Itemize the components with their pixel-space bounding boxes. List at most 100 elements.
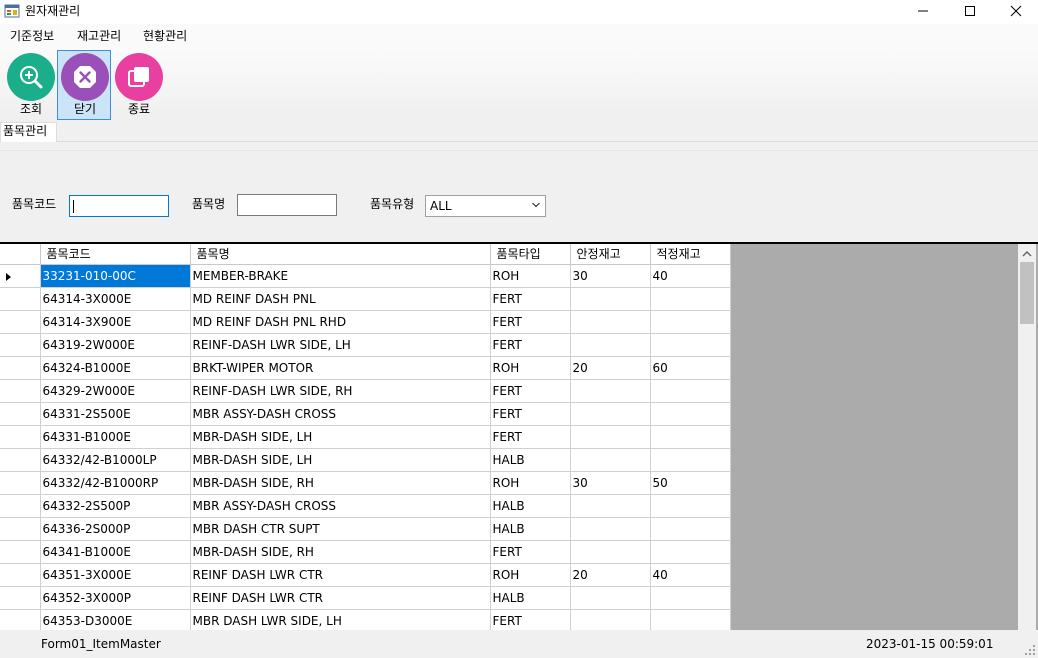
cell-item-code[interactable]: 64314-3X900E — [40, 310, 191, 334]
vertical-scrollbar[interactable] — [1018, 244, 1036, 630]
cell-item-type[interactable]: ROH — [490, 563, 571, 587]
item-name-input[interactable] — [237, 194, 337, 216]
row-header[interactable] — [0, 517, 41, 541]
row-header[interactable] — [0, 586, 41, 610]
cell-item-name[interactable]: MBR-DASH SIDE, RH — [190, 471, 491, 495]
cell-item-code[interactable]: 64329-2W000E — [40, 379, 191, 403]
cell-item-type[interactable]: ROH — [490, 264, 571, 288]
cell-item-type[interactable]: FERT — [490, 379, 571, 403]
item-code-input[interactable] — [69, 195, 169, 217]
item-type-select[interactable]: ALL — [425, 195, 546, 217]
cell-item-name[interactable]: BRKT-WIPER MOTOR — [190, 356, 491, 380]
table-row[interactable]: 64314-3X000E MD REINF DASH PNL FERT — [0, 287, 731, 311]
row-header[interactable] — [0, 609, 41, 630]
cell-item-type[interactable]: HALB — [490, 494, 571, 518]
cell-item-type[interactable]: FERT — [490, 287, 571, 311]
table-row[interactable]: 64353-D3000E MBR DASH LWR SIDE, LH FERT — [0, 609, 731, 630]
cell-optimal-stock[interactable]: 40 — [650, 264, 731, 288]
cell-item-type[interactable]: ROH — [490, 356, 571, 380]
cell-item-name[interactable]: MEMBER-BRAKE — [190, 264, 491, 288]
cell-optimal-stock[interactable] — [650, 540, 731, 564]
cell-safety-stock[interactable] — [570, 448, 651, 472]
cell-item-name[interactable]: MBR-DASH SIDE, RH — [190, 540, 491, 564]
cell-optimal-stock[interactable]: 60 — [650, 356, 731, 380]
tab-item-management[interactable]: 품목관리 — [0, 122, 57, 142]
cell-item-name[interactable]: REINF DASH LWR CTR — [190, 586, 491, 610]
row-header[interactable] — [0, 494, 41, 518]
row-header[interactable] — [0, 264, 41, 288]
cell-optimal-stock[interactable] — [650, 425, 731, 449]
cell-item-code[interactable]: 64314-3X000E — [40, 287, 191, 311]
table-row[interactable]: 64352-3X000P REINF DASH LWR CTR HALB — [0, 586, 731, 610]
cell-safety-stock[interactable] — [570, 287, 651, 311]
cell-item-type[interactable]: FERT — [490, 310, 571, 334]
cell-item-type[interactable]: ROH — [490, 471, 571, 495]
cell-item-type[interactable]: HALB — [490, 517, 571, 541]
search-button[interactable]: 조회 — [3, 50, 57, 120]
cell-optimal-stock[interactable] — [650, 287, 731, 311]
cell-item-type[interactable]: HALB — [490, 448, 571, 472]
cell-optimal-stock[interactable] — [650, 379, 731, 403]
cell-optimal-stock[interactable] — [650, 333, 731, 357]
cell-item-name[interactable]: MBR-DASH SIDE, LH — [190, 425, 491, 449]
cell-item-code[interactable]: 64353-D3000E — [40, 609, 191, 630]
menu-master-data[interactable]: 기준정보 — [10, 29, 55, 43]
cell-item-code[interactable]: 64331-2S500E — [40, 402, 191, 426]
exit-button[interactable]: 종료 — [111, 50, 165, 120]
menu-status[interactable]: 현황관리 — [143, 29, 188, 43]
table-row[interactable]: 64329-2W000E REINF-DASH LWR SIDE, RH FERT — [0, 379, 731, 403]
cell-safety-stock[interactable] — [570, 540, 651, 564]
table-row[interactable]: 33231-010-00C MEMBER-BRAKE ROH 30 40 — [0, 264, 731, 288]
cell-item-type[interactable]: FERT — [490, 540, 571, 564]
cell-optimal-stock[interactable]: 40 — [650, 563, 731, 587]
cell-optimal-stock[interactable] — [650, 517, 731, 541]
cell-safety-stock[interactable] — [570, 494, 651, 518]
row-header[interactable] — [0, 333, 41, 357]
table-row[interactable]: 64332/42-B1000LP MBR-DASH SIDE, LH HALB — [0, 448, 731, 472]
row-header[interactable] — [0, 448, 41, 472]
cell-item-code[interactable]: 64319-2W000E — [40, 333, 191, 357]
cell-item-code[interactable]: 64332-2S500P — [40, 494, 191, 518]
col-header-optimal-stock[interactable]: 적정재고 — [650, 244, 731, 265]
cell-optimal-stock[interactable] — [650, 586, 731, 610]
cell-item-code[interactable]: 64324-B1000E — [40, 356, 191, 380]
cell-item-name[interactable]: MBR DASH CTR SUPT — [190, 517, 491, 541]
cell-item-code[interactable]: 64332/42-B1000LP — [40, 448, 191, 472]
col-header-code[interactable]: 품목코드 — [40, 244, 191, 265]
cell-safety-stock[interactable]: 20 — [570, 563, 651, 587]
col-header-name[interactable]: 품목명 — [190, 244, 491, 265]
table-row[interactable]: 64336-2S000P MBR DASH CTR SUPT HALB — [0, 517, 731, 541]
cell-safety-stock[interactable] — [570, 517, 651, 541]
cell-optimal-stock[interactable] — [650, 310, 731, 334]
row-header[interactable] — [0, 402, 41, 426]
cell-item-name[interactable]: MBR DASH LWR SIDE, LH — [190, 609, 491, 630]
cell-item-name[interactable]: REINF-DASH LWR SIDE, RH — [190, 379, 491, 403]
cell-safety-stock[interactable] — [570, 333, 651, 357]
cell-item-name[interactable]: MD REINF DASH PNL — [190, 287, 491, 311]
cell-optimal-stock[interactable]: 50 — [650, 471, 731, 495]
cell-item-type[interactable]: HALB — [490, 586, 571, 610]
cell-item-code[interactable]: 64332/42-B1000RP — [40, 471, 191, 495]
menu-inventory[interactable]: 재고관리 — [77, 29, 122, 43]
resize-grip-icon[interactable] — [1024, 644, 1036, 656]
scroll-up-icon[interactable] — [1022, 250, 1032, 258]
cell-item-type[interactable]: FERT — [490, 609, 571, 630]
table-row[interactable]: 64319-2W000E REINF-DASH LWR SIDE, LH FERT — [0, 333, 731, 357]
cell-safety-stock[interactable] — [570, 379, 651, 403]
row-header[interactable] — [0, 310, 41, 334]
cell-optimal-stock[interactable] — [650, 609, 731, 630]
cell-safety-stock[interactable] — [570, 425, 651, 449]
cell-item-name[interactable]: REINF DASH LWR CTR — [190, 563, 491, 587]
cell-item-code[interactable]: 33231-010-00C — [40, 264, 191, 288]
cell-optimal-stock[interactable] — [650, 448, 731, 472]
table-row[interactable]: 64324-B1000E BRKT-WIPER MOTOR ROH 20 60 — [0, 356, 731, 380]
table-row[interactable]: 64351-3X000E REINF DASH LWR CTR ROH 20 40 — [0, 563, 731, 587]
cell-safety-stock[interactable] — [570, 586, 651, 610]
row-header[interactable] — [0, 540, 41, 564]
cell-safety-stock[interactable] — [570, 609, 651, 630]
cell-optimal-stock[interactable] — [650, 494, 731, 518]
table-row[interactable]: 64341-B1000E MBR-DASH SIDE, RH FERT — [0, 540, 731, 564]
row-header[interactable] — [0, 287, 41, 311]
cell-safety-stock[interactable]: 20 — [570, 356, 651, 380]
cell-item-code[interactable]: 64352-3X000P — [40, 586, 191, 610]
